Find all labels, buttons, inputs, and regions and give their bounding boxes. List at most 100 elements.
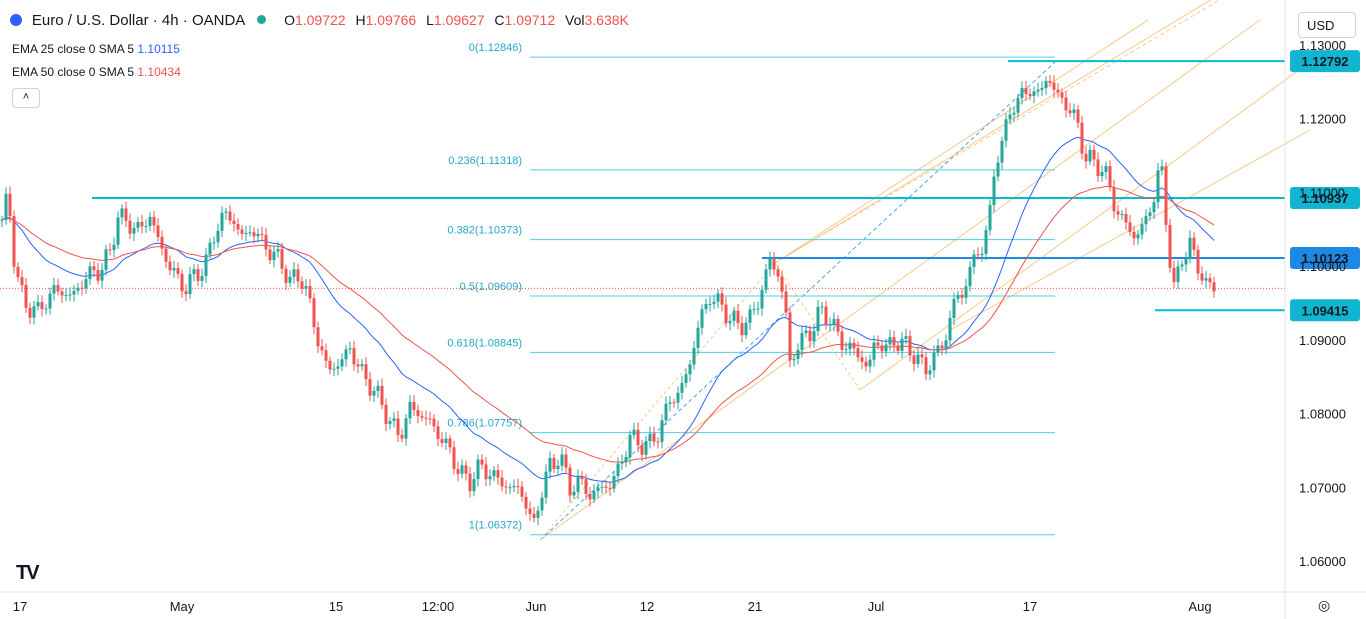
pitchfork-line: [859, 61, 1311, 391]
candle-body: [348, 348, 352, 350]
candle-body: [520, 486, 524, 497]
candle-body: [592, 491, 596, 500]
candle-body: [316, 327, 320, 347]
candle-body: [168, 261, 172, 271]
candle-body: [100, 269, 104, 281]
candle-body: [244, 232, 248, 234]
fib-level-label: 0(1.12846): [469, 42, 522, 54]
candle-body: [1184, 258, 1188, 265]
ema-50-line: [1, 186, 1215, 463]
candle-body: [668, 402, 672, 404]
indicator-ema25[interactable]: EMA 25 close 0 SMA 5 1.10115: [12, 42, 180, 56]
candle-body: [252, 232, 256, 237]
candle-body: [968, 266, 972, 287]
candle-body: [852, 342, 856, 349]
candle-body: [1144, 216, 1148, 225]
candle-body: [64, 294, 68, 296]
ohlc-low: L1.09627: [426, 12, 485, 28]
candle-body: [72, 290, 76, 295]
candle-body: [916, 354, 920, 365]
candle-body: [80, 287, 84, 289]
candle-body: [96, 270, 100, 281]
collapse-indicators-button[interactable]: ˄: [12, 88, 40, 108]
fib-level-label: 1(1.06372): [469, 520, 522, 532]
settings-icon[interactable]: ◎: [1318, 597, 1331, 613]
candle-body: [0, 219, 4, 221]
pitchfork-line: [539, 19, 1261, 541]
candle-body: [1212, 282, 1216, 292]
candle-body: [1196, 249, 1200, 274]
candle-body: [1176, 266, 1180, 282]
candle-body: [672, 402, 676, 404]
candles: [0, 75, 1216, 526]
candle-body: [920, 354, 924, 358]
candle-body: [1124, 213, 1128, 223]
candle-body: [328, 360, 332, 370]
candle-body: [464, 465, 468, 474]
candle-body: [492, 470, 496, 477]
pitchfork-drawing: [539, 0, 1311, 541]
candle-body: [1104, 166, 1108, 173]
candle-body: [112, 244, 116, 250]
candle-body: [1188, 237, 1192, 259]
market-status-icon: [257, 15, 267, 24]
candle-body: [692, 348, 696, 365]
candle-body: [1200, 273, 1204, 281]
candle-body: [1140, 224, 1144, 235]
candle-body: [340, 359, 344, 367]
volume: Vol3.638K: [565, 12, 629, 28]
indicator-ema50[interactable]: EMA 50 close 0 SMA 5 1.10434: [12, 65, 181, 79]
candle-body: [240, 229, 244, 234]
price-axis: 1.13000 1.12000 1.11000 1.10000 1.09000 1.080…: [1284, 0, 1346, 619]
pitchfork-handle-line: [774, 262, 861, 391]
candle-body: [528, 508, 532, 514]
symbol-title[interactable]: Euro / U.S. Dollar · 4h · OANDA: [31, 12, 246, 29]
candle-body: [448, 438, 452, 448]
candle-body: [724, 304, 728, 324]
candle-body: [4, 193, 8, 220]
candle-body: [160, 236, 164, 249]
price-level-badge-label: 1.10123: [1302, 251, 1349, 266]
candle-body: [420, 416, 424, 418]
candle-body: [156, 225, 160, 237]
pitchfork-handle-line: [539, 262, 776, 541]
candle-body: [272, 251, 276, 261]
candle-body: [372, 390, 376, 396]
price-level-badge: [1290, 247, 1360, 270]
candle-body: [784, 291, 788, 313]
candle-body: [720, 293, 724, 305]
candle-body: [984, 230, 988, 254]
symbol-flag-icon: [10, 14, 22, 26]
candle-body: [472, 479, 476, 492]
candle-body: [56, 285, 60, 292]
candle-body: [552, 457, 556, 470]
candle-body: [508, 487, 512, 489]
candle-body: [664, 403, 668, 421]
candle-body: [856, 348, 860, 358]
candle-body: [900, 338, 904, 351]
candle-body: [92, 266, 96, 271]
price-tick-label: 1.12000: [1299, 112, 1346, 127]
candle-body: [184, 291, 188, 295]
candle-body: [996, 162, 1000, 177]
candle-body: [868, 359, 872, 367]
currency-select[interactable]: USD: [1298, 12, 1356, 38]
candle-body: [596, 487, 600, 492]
candle-body: [1156, 170, 1160, 203]
candle-body: [1192, 237, 1196, 250]
ohlc-high: H1.09766: [355, 12, 417, 28]
candle-body: [876, 342, 880, 346]
candle-body: [1120, 213, 1124, 215]
candle-body: [640, 445, 644, 455]
candle-body: [992, 176, 996, 206]
candle-body: [344, 349, 348, 360]
candle-body: [148, 216, 152, 226]
time-tick-label: Jun: [526, 599, 547, 614]
candle-body: [12, 216, 16, 267]
time-tick-label: 17: [13, 599, 27, 614]
candle-body: [1068, 110, 1072, 114]
candle-body: [1064, 97, 1068, 111]
candle-body: [896, 345, 900, 351]
candle-body: [1072, 109, 1076, 114]
